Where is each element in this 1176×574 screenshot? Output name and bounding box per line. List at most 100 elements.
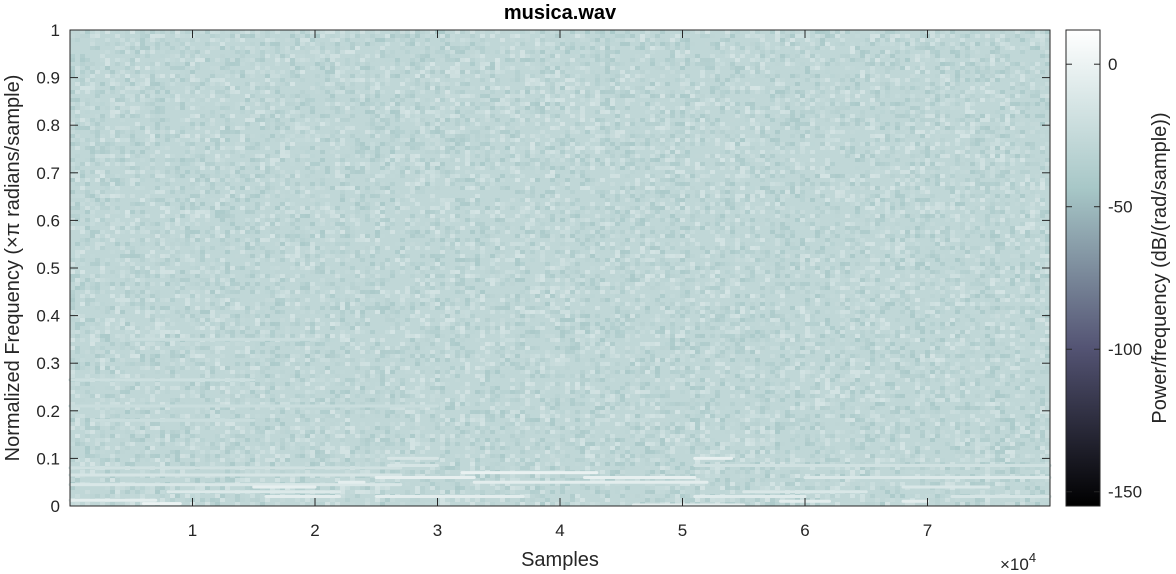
noise-cell	[490, 114, 495, 118]
noise-cell	[850, 178, 855, 182]
noise-cell	[1040, 178, 1045, 182]
noise-cell	[565, 182, 570, 186]
noise-cell	[320, 122, 325, 126]
noise-cell	[260, 46, 265, 50]
noise-cell	[765, 190, 770, 194]
noise-cell	[980, 58, 985, 62]
noise-cell	[280, 202, 285, 206]
noise-cell	[210, 138, 215, 142]
noise-cell	[975, 194, 980, 198]
noise-cell	[410, 42, 415, 46]
noise-cell	[100, 206, 105, 210]
noise-cell	[765, 130, 770, 134]
noise-cell	[425, 54, 430, 58]
noise-cell	[115, 198, 120, 202]
noise-cell	[925, 190, 930, 194]
noise-cell	[445, 82, 450, 86]
noise-cell	[970, 58, 975, 62]
noise-cell	[185, 86, 190, 90]
noise-cell	[985, 150, 990, 154]
noise-cell	[675, 150, 680, 154]
noise-cell	[595, 74, 600, 78]
noise-cell	[990, 50, 995, 54]
noise-cell	[1010, 86, 1015, 90]
noise-cell	[995, 74, 1000, 78]
noise-cell	[325, 30, 330, 34]
noise-cell	[890, 38, 895, 42]
noise-cell	[515, 130, 520, 134]
noise-cell	[245, 206, 250, 210]
noise-cell	[395, 54, 400, 58]
noise-cell	[620, 154, 625, 158]
noise-cell	[650, 94, 655, 98]
noise-cell	[315, 202, 320, 206]
noise-cell	[490, 154, 495, 158]
noise-cell	[135, 94, 140, 98]
noise-cell	[875, 134, 880, 138]
noise-cell	[925, 134, 930, 138]
noise-cell	[445, 150, 450, 154]
noise-cell	[500, 138, 505, 142]
noise-cell	[285, 46, 290, 50]
noise-cell	[345, 186, 350, 190]
noise-cell	[235, 126, 240, 130]
noise-cell	[190, 122, 195, 126]
noise-cell	[415, 178, 420, 182]
noise-cell	[940, 46, 945, 50]
noise-cell	[540, 122, 545, 126]
noise-cell	[660, 94, 665, 98]
noise-cell	[455, 94, 460, 98]
noise-cell	[695, 58, 700, 62]
noise-cell	[935, 114, 940, 118]
noise-cell	[960, 34, 965, 38]
noise-cell	[870, 186, 875, 190]
noise-cell	[500, 174, 505, 178]
noise-cell	[325, 206, 330, 210]
noise-cell	[125, 30, 130, 34]
noise-cell	[1025, 130, 1030, 134]
noise-cell	[625, 114, 630, 118]
noise-cell	[995, 182, 1000, 186]
noise-cell	[675, 78, 680, 82]
noise-cell	[445, 178, 450, 182]
noise-cell	[270, 118, 275, 122]
noise-cell	[320, 138, 325, 142]
noise-cell	[715, 162, 720, 166]
noise-cell	[720, 50, 725, 54]
noise-cell	[310, 66, 315, 70]
noise-cell	[150, 102, 155, 106]
noise-cell	[795, 162, 800, 166]
noise-cell	[845, 202, 850, 206]
noise-cell	[965, 50, 970, 54]
noise-cell	[115, 190, 120, 194]
noise-cell	[170, 54, 175, 58]
noise-cell	[655, 138, 660, 142]
noise-cell	[850, 58, 855, 62]
noise-cell	[810, 158, 815, 162]
noise-cell	[480, 62, 485, 66]
noise-cell	[720, 182, 725, 186]
noise-cell	[390, 134, 395, 138]
noise-cell	[890, 166, 895, 170]
noise-cell	[290, 74, 295, 78]
noise-cell	[460, 74, 465, 78]
noise-cell	[725, 190, 730, 194]
noise-cell	[385, 114, 390, 118]
noise-cell	[340, 162, 345, 166]
noise-cell	[995, 70, 1000, 74]
noise-cell	[320, 42, 325, 46]
noise-cell	[1010, 190, 1015, 194]
noise-cell	[385, 158, 390, 162]
noise-cell	[875, 186, 880, 190]
noise-cell	[875, 198, 880, 202]
noise-cell	[570, 106, 575, 110]
noise-cell	[895, 62, 900, 66]
noise-cell	[300, 146, 305, 150]
noise-cell	[135, 162, 140, 166]
noise-cell	[845, 54, 850, 58]
noise-cell	[425, 58, 430, 62]
noise-cell	[485, 90, 490, 94]
noise-cell	[665, 154, 670, 158]
noise-cell	[790, 38, 795, 42]
noise-cell	[500, 98, 505, 102]
